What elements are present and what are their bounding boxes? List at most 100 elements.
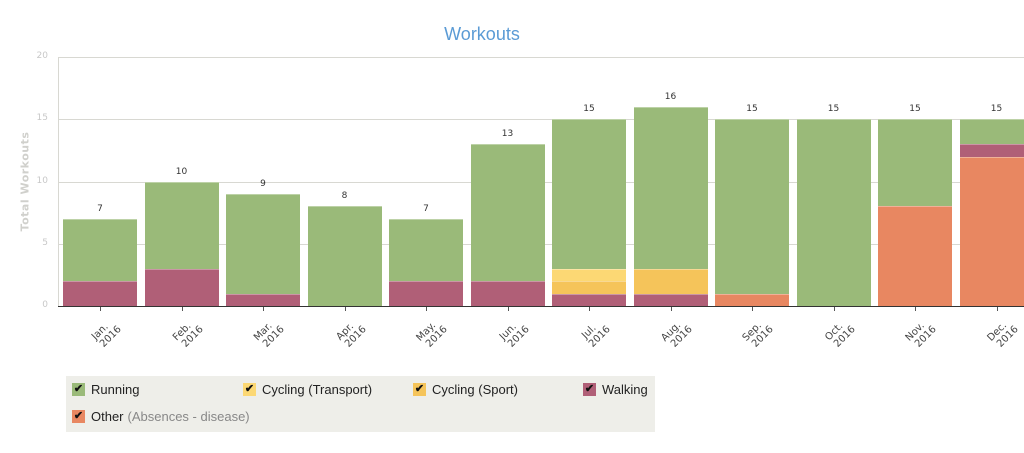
- x-tick: [100, 307, 101, 311]
- bar-total-label: 15: [990, 104, 1003, 115]
- bar-total-label: 15: [746, 104, 758, 115]
- y-tick-label: 0: [42, 300, 48, 310]
- bar-segment-running[interactable]: [389, 218, 463, 282]
- bar-total-label: 9: [260, 178, 266, 189]
- x-tick-label: Aug. 2016: [658, 320, 695, 350]
- bar-segment-walking[interactable]: [470, 281, 545, 306]
- legend-label: Running: [91, 382, 140, 397]
- bar-stack[interactable]: [226, 193, 300, 306]
- checkbox-icon[interactable]: ✔: [72, 383, 85, 396]
- bar-stack[interactable]: [389, 218, 463, 306]
- bar-total-label: 15: [583, 104, 595, 115]
- legend-item-cycling-transport[interactable]: ✔ Cycling (Transport): [243, 382, 372, 397]
- y-tick-label: 15: [36, 113, 48, 124]
- bar-segment-walking[interactable]: [633, 293, 708, 306]
- bar-total-label: 15: [909, 104, 921, 115]
- bar-segment-walking[interactable]: [389, 281, 463, 306]
- bar-segment-running[interactable]: [878, 119, 952, 207]
- bar-total-label: 15: [827, 104, 840, 115]
- bar-stack[interactable]: [307, 206, 382, 306]
- bar-stack[interactable]: [633, 106, 708, 306]
- x-tick: [915, 307, 916, 311]
- bar-stack[interactable]: [470, 144, 545, 306]
- bar-total-label: 7: [97, 203, 103, 214]
- bar-stack[interactable]: [63, 218, 137, 306]
- y-tick-label: 5: [42, 237, 48, 248]
- x-axis-line: [58, 306, 1024, 307]
- legend-note: (Absences - disease): [127, 409, 250, 424]
- legend-item-other[interactable]: ✔ Other (Absences - disease): [72, 409, 250, 424]
- bar-segment-other[interactable]: [715, 293, 789, 306]
- x-tick: [589, 307, 590, 311]
- x-tick-label: Oct. 2016: [822, 320, 858, 350]
- bar-segment-running[interactable]: [633, 106, 708, 269]
- x-tick-label: Dec. 2016: [984, 320, 1021, 350]
- x-tick-label: Feb. 2016: [170, 320, 206, 350]
- bar-stack[interactable]: [144, 181, 219, 306]
- bar-segment-running[interactable]: [144, 181, 219, 269]
- legend-label: Cycling (Sport): [432, 382, 518, 397]
- bar-segment-running[interactable]: [470, 144, 545, 282]
- plot-area: 7 10 9 8 7 13 15 16 15 15 15 15: [58, 57, 1024, 306]
- y-tick-label: 20: [36, 51, 48, 61]
- x-tick: [426, 307, 427, 311]
- bar-total-label: 10: [175, 166, 188, 177]
- x-tick: [181, 307, 183, 311]
- bar-segment-running[interactable]: [63, 218, 137, 282]
- chart-title: Workouts: [444, 24, 520, 44]
- x-tick-label: Sep. 2016: [740, 320, 776, 350]
- legend-label: Cycling (Transport): [262, 382, 373, 397]
- bar-total-label: 7: [423, 203, 429, 214]
- legend: ✔ Running ✔ Cycling (Transport) ✔ Cyclin…: [66, 376, 655, 432]
- checkbox-icon[interactable]: ✔: [243, 383, 256, 396]
- x-tick: [263, 307, 264, 311]
- bar-segment-other[interactable]: [959, 156, 1024, 306]
- bar-segment-running[interactable]: [307, 206, 382, 306]
- bar-segment-walking[interactable]: [959, 144, 1024, 157]
- legend-item-running[interactable]: ✔ Running: [72, 382, 139, 397]
- bar-segment-running[interactable]: [796, 119, 871, 306]
- bar-segment-cycling-transport[interactable]: [552, 268, 626, 282]
- bar-stack[interactable]: [715, 119, 789, 306]
- bar-total-label: 8: [341, 191, 348, 202]
- bar-segment-running[interactable]: [715, 119, 789, 294]
- bar-segment-running[interactable]: [226, 193, 300, 294]
- bar-segment-walking[interactable]: [226, 293, 300, 306]
- bar-segment-walking[interactable]: [144, 268, 219, 306]
- x-tick: [833, 307, 835, 311]
- x-tick-label: Mar. 2016: [251, 320, 287, 350]
- bar-segment-walking[interactable]: [552, 293, 626, 306]
- x-tick-label: Jun. 2016: [497, 321, 532, 350]
- x-tick-label: Apr. 2016: [333, 321, 369, 350]
- bar-segment-walking[interactable]: [63, 281, 137, 306]
- x-tick: [752, 307, 753, 311]
- x-tick: [670, 307, 672, 311]
- legend-item-cycling-sport[interactable]: ✔ Cycling (Sport): [413, 382, 518, 397]
- x-tick-label: May. 2016: [414, 320, 450, 350]
- bar-total-label: 13: [501, 129, 514, 140]
- gridline: [58, 119, 1024, 121]
- bar-segment-cycling-sport[interactable]: [633, 268, 708, 294]
- x-tick: [507, 307, 509, 311]
- bar-stack[interactable]: [959, 119, 1024, 306]
- gridline: [58, 57, 1024, 58]
- bar-segment-cycling-sport[interactable]: [552, 281, 626, 294]
- bar-segment-running[interactable]: [959, 119, 1024, 145]
- bar-segment-other[interactable]: [878, 206, 952, 306]
- legend-item-walking[interactable]: ✔ Walking: [583, 382, 648, 397]
- x-tick-label: Jan. 2016: [89, 321, 124, 350]
- bar-stack[interactable]: [552, 119, 626, 306]
- legend-label: Walking: [602, 382, 648, 397]
- x-tick-label: Nov. 2016: [903, 320, 939, 350]
- bar-total-label: 16: [664, 91, 677, 102]
- legend-label: Other: [91, 409, 124, 424]
- checkbox-icon[interactable]: ✔: [583, 383, 596, 396]
- bar-stack[interactable]: [796, 119, 871, 306]
- bar-stack[interactable]: [878, 119, 952, 306]
- checkbox-icon[interactable]: ✔: [72, 410, 85, 423]
- x-tick: [344, 307, 346, 311]
- x-tick: [996, 307, 998, 311]
- y-tick-label: 10: [36, 175, 48, 186]
- bar-segment-running[interactable]: [552, 119, 626, 269]
- checkbox-icon[interactable]: ✔: [413, 383, 426, 396]
